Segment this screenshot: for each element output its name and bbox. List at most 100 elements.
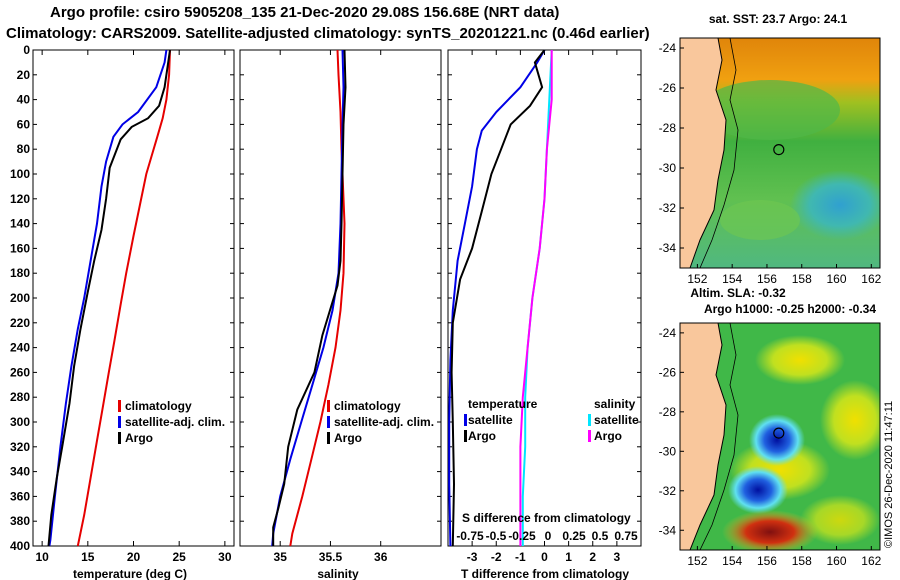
t-difference-axis-label: T difference from climatology bbox=[461, 567, 629, 580]
depth-tick-label: 380 bbox=[10, 514, 30, 528]
legend-label-climatology: climatology bbox=[334, 399, 401, 413]
lat-tick-label: -30 bbox=[659, 161, 677, 175]
x-tick-label: 2 bbox=[589, 550, 596, 564]
sla-warm-eddy bbox=[722, 510, 818, 550]
series-line-temperature-satellite bbox=[448, 49, 546, 547]
lon-tick-label: 152 bbox=[687, 272, 707, 286]
legend-swatch-climatology bbox=[118, 400, 121, 412]
sla-cold-eddy-2 bbox=[728, 466, 788, 514]
depth-tick-label: 120 bbox=[10, 192, 30, 206]
depth-tick-label: 240 bbox=[10, 341, 30, 355]
depth-tick-label: 60 bbox=[17, 117, 31, 131]
sst-map-title: sat. SST: 23.7 Argo: 24.1 bbox=[709, 12, 848, 26]
legend-swatch-satellite bbox=[327, 416, 330, 428]
depth-tick-label: 160 bbox=[10, 241, 30, 255]
sla-land bbox=[680, 323, 726, 550]
depth-tick-label: 200 bbox=[10, 291, 30, 305]
sst-map-ticks: 152 154 156 158 160 162 -24 -26 -28 -30 -32 -34 bbox=[659, 41, 882, 286]
legend-swatch-temp-argo bbox=[464, 430, 467, 442]
lat-tick-label: -32 bbox=[659, 484, 677, 498]
x-tick-label: -3 bbox=[467, 550, 478, 564]
x-tick-label: 30 bbox=[218, 550, 232, 564]
legend-swatch-argo bbox=[327, 432, 330, 444]
depth-tick-label: 80 bbox=[17, 142, 31, 156]
series-line-climatology bbox=[76, 49, 171, 547]
difference-plot-frame bbox=[447, 49, 642, 547]
x-tick-label: -1 bbox=[515, 550, 526, 564]
salinity-depth-ticks bbox=[240, 49, 441, 547]
x-tick-label: 20 bbox=[127, 550, 141, 564]
x-tick-label: -2 bbox=[491, 550, 502, 564]
legend-swatch-satellite bbox=[118, 416, 121, 428]
sla-map: 152 154 156 158 160 162 -24 -26 -28 -30 -32 -34 bbox=[659, 322, 882, 568]
x-tick-label: 10 bbox=[35, 550, 49, 564]
depth-tick-label: 300 bbox=[10, 415, 30, 429]
depth-tick-label: 260 bbox=[10, 365, 30, 379]
depth-tick-label: 400 bbox=[10, 539, 30, 553]
lat-tick-label: -28 bbox=[659, 405, 677, 419]
s-difference-label: S difference from climatology bbox=[462, 511, 631, 525]
lon-tick-label: 156 bbox=[757, 554, 777, 568]
lon-tick-label: 158 bbox=[792, 554, 812, 568]
legend-title-salinity: salinity bbox=[594, 397, 636, 411]
sla-coastline bbox=[689, 323, 727, 550]
depth-tick-label: 360 bbox=[10, 489, 30, 503]
lat-tick-label: -24 bbox=[659, 326, 677, 340]
sla-shelf-contour bbox=[699, 323, 739, 550]
lat-tick-label: -34 bbox=[659, 241, 677, 255]
x-tick-label: 36 bbox=[374, 550, 388, 564]
sst-map-frame bbox=[679, 37, 881, 269]
depth-tick-label: 40 bbox=[17, 93, 31, 107]
salinity-legend: climatology satellite-adj. clim. Argo bbox=[327, 399, 434, 445]
legend-label-sal-argo: Argo bbox=[594, 429, 622, 443]
sla-float-marker bbox=[773, 427, 785, 439]
sla-map-title-line-1: Altim. SLA: -0.32 bbox=[690, 286, 786, 300]
temperature-axis: 10 15 20 25 30 bbox=[35, 50, 232, 564]
legend-label-satellite: satellite-adj. clim. bbox=[334, 415, 434, 429]
s-tick-label: -0.5 bbox=[486, 529, 507, 543]
legend-label-climatology: climatology bbox=[125, 399, 192, 413]
lon-tick-label: 158 bbox=[792, 272, 812, 286]
series-line-temperature-argo bbox=[450, 49, 546, 547]
lon-tick-label: 162 bbox=[861, 272, 881, 286]
s-difference-tick-labels: -0.75 -0.5 -0.25 0 0.25 0.5 0.75 bbox=[456, 529, 638, 543]
figure-title-line-2: Climatology: CARS2009. Satellite-adjuste… bbox=[6, 25, 650, 42]
depth-tick-label: 340 bbox=[10, 465, 30, 479]
lat-tick-label: -30 bbox=[659, 444, 677, 458]
sla-map-title-line-2: Argo h1000: -0.25 h2000: -0.34 bbox=[704, 302, 876, 316]
legend-title-temperature: temperature bbox=[468, 397, 538, 411]
sst-float-marker bbox=[773, 144, 785, 156]
x-tick-label: 35 bbox=[274, 550, 288, 564]
lon-tick-label: 160 bbox=[827, 272, 847, 286]
lat-tick-label: -26 bbox=[659, 81, 677, 95]
lon-tick-label: 152 bbox=[687, 554, 707, 568]
sla-map-ticks: 152 154 156 158 160 162 -24 -26 -28 -30 -32 -34 bbox=[659, 326, 882, 568]
sla-cold-eddy-1 bbox=[749, 414, 805, 466]
depth-tick-label: 320 bbox=[10, 440, 30, 454]
lon-tick-label: 154 bbox=[722, 272, 742, 286]
x-tick-label: 0 bbox=[541, 550, 548, 564]
temperature-panel: 0 20 40 60 80 100 120 140 160 180 200 220 240 260 280 3… bbox=[10, 43, 235, 580]
lon-tick-label: 156 bbox=[757, 272, 777, 286]
lon-tick-label: 160 bbox=[827, 554, 847, 568]
figure-title-line-1: Argo profile: csiro 5905208_135 21-Dec-2… bbox=[50, 4, 560, 21]
series-line-satellite-adj-clim- bbox=[48, 49, 168, 547]
x-tick-label: 1 bbox=[565, 550, 572, 564]
sst-shelf-contour bbox=[699, 38, 739, 268]
depth-axis: 0 20 40 60 80 100 120 140 160 180 200 220 240 260 280 3… bbox=[10, 43, 234, 553]
legend-swatch-argo bbox=[118, 432, 121, 444]
temperature-profiles bbox=[47, 49, 171, 547]
difference-profiles bbox=[448, 49, 553, 547]
x-tick-label: 15 bbox=[81, 550, 95, 564]
lon-tick-label: 154 bbox=[722, 554, 742, 568]
lat-tick-label: -26 bbox=[659, 365, 677, 379]
sst-map: 152 154 156 158 160 162 -24 -26 -28 -30 -32 -34 bbox=[659, 37, 882, 286]
legend-label-argo: Argo bbox=[125, 431, 153, 445]
salinity-axis-label: salinity bbox=[317, 567, 359, 580]
depth-tick-label: 180 bbox=[10, 266, 30, 280]
depth-tick-label: 100 bbox=[10, 167, 30, 181]
s-tick-label: 0.25 bbox=[562, 529, 586, 543]
series-line-argo bbox=[272, 49, 347, 546]
sst-land bbox=[680, 38, 726, 268]
